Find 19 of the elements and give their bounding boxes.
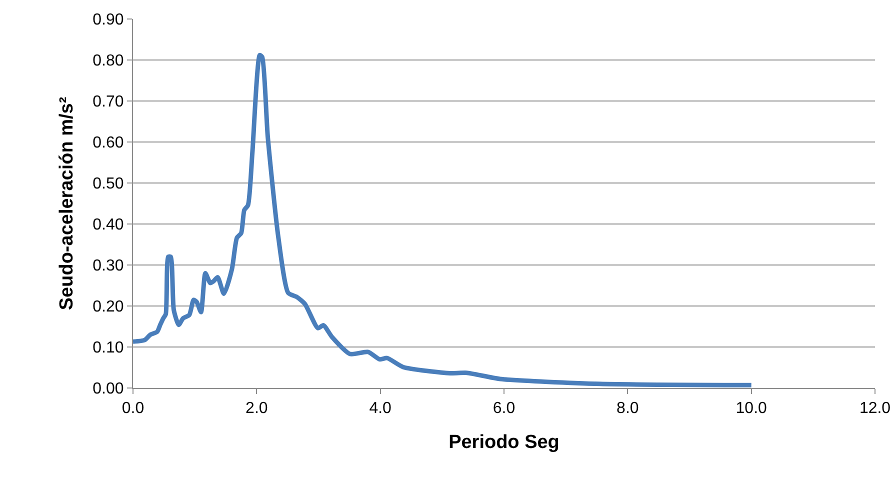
x-tick-label: 12.0	[859, 400, 891, 418]
x-tick-label: 2.0	[246, 400, 268, 418]
y-tick-label: 0.50	[92, 176, 124, 193]
y-tick-label: 0.00	[92, 380, 124, 398]
x-tick-label: 10.0	[736, 400, 767, 418]
y-tick-label: 0.90	[92, 12, 124, 29]
y-tick-label: 0.70	[92, 94, 124, 111]
x-tick-label: 6.0	[492, 400, 516, 418]
y-tick-label: 0.60	[92, 134, 124, 152]
x-tick-label: 8.0	[616, 400, 639, 418]
y-axis-title: Seudo-aceleración m/s²	[56, 96, 78, 310]
y-tick-label: 0.30	[92, 258, 124, 275]
x-tick-label: 0.0	[122, 400, 144, 418]
x-tick-label: 4.0	[369, 400, 392, 418]
y-tick-label: 0.40	[92, 216, 124, 234]
y-tick-label: 0.80	[92, 52, 124, 70]
x-axis-title: Periodo Seg	[448, 432, 560, 453]
y-tick-label: 0.10	[92, 340, 124, 357]
y-tick-label: 0.20	[92, 298, 124, 316]
